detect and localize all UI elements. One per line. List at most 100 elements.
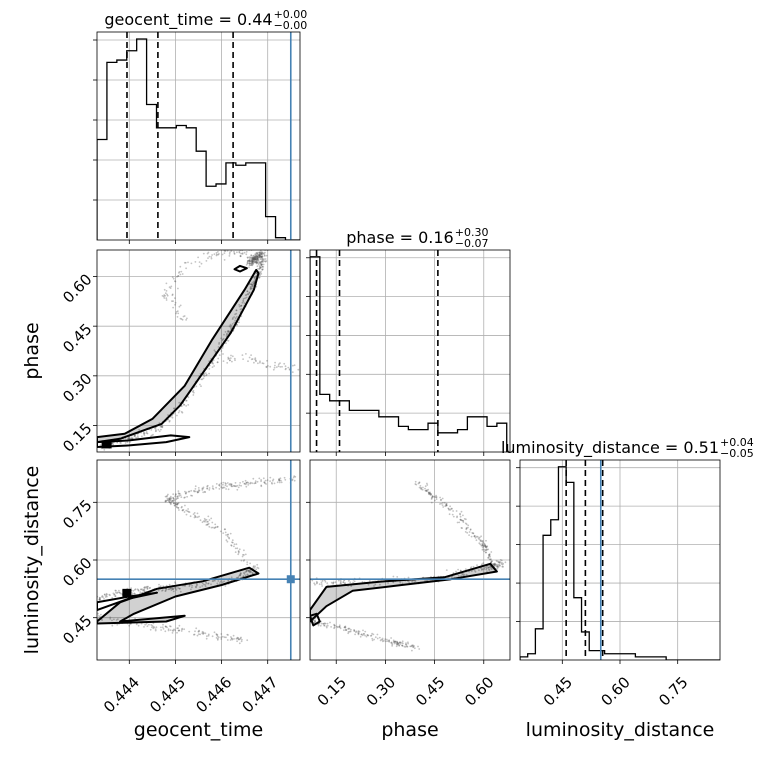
- sample-point-geocent_time-vs-luminosity_distance-band-33: [143, 588, 146, 591]
- sample-point-phase-vs-luminosity_distance-band-98: [472, 565, 475, 568]
- sample-point-geocent_time-vs-phase-top-11: [257, 251, 259, 254]
- sample-point-geocent_time-vs-luminosity_distance-lower-144: [135, 623, 138, 626]
- sample-point-geocent_time-vs-phase-top-71: [251, 261, 254, 264]
- sample-point-geocent_time-vs-phase-top-143: [248, 259, 250, 262]
- sample-point-geocent_time-vs-luminosity_distance-band-174: [174, 587, 177, 590]
- sample-point-geocent_time-vs-luminosity_distance-upper-142: [284, 478, 287, 481]
- sample-point-geocent_time-vs-luminosity_distance-lower-97: [211, 635, 214, 638]
- sample-point-geocent_time-vs-phase-ridge-112: [251, 284, 254, 287]
- sample-point-geocent_time-vs-luminosity_distance-upper-37: [260, 485, 263, 488]
- sample-point-geocent_time-vs-phase-loopL-104: [180, 270, 183, 273]
- sample-point-geocent_time-vs-phase-top-78: [248, 264, 251, 267]
- sample-point-phase-vs-luminosity_distance-upper-160: [435, 494, 437, 497]
- sample-point-geocent_time-vs-luminosity_distance-mid-82: [164, 500, 167, 503]
- sample-point-phase-vs-luminosity_distance-upper-118: [443, 501, 446, 504]
- sample-point-geocent_time-vs-luminosity_distance-upper-134: [238, 484, 241, 487]
- sample-point-geocent_time-vs-luminosity_distance-band-29: [252, 566, 255, 569]
- sample-point-geocent_time-vs-luminosity_distance-mid-39: [174, 502, 177, 504]
- sample-point-geocent_time-vs-luminosity_distance-band-50: [144, 587, 146, 589]
- sample-point-geocent_time-vs-luminosity_distance-upper-55: [202, 487, 204, 490]
- sample-point-geocent_time-vs-phase-ridge-274: [251, 281, 254, 284]
- sample-point-geocent_time-vs-phase-ridge-256: [243, 302, 246, 304]
- sample-point-geocent_time-vs-phase-top-20: [251, 260, 254, 263]
- sample-point-phase-vs-luminosity_distance-band-46: [342, 581, 345, 584]
- sample-point-geocent_time-vs-luminosity_distance-upper-53: [247, 484, 250, 486]
- sample-point-geocent_time-vs-luminosity_distance-upper-10: [228, 483, 231, 486]
- sample-point-geocent_time-vs-luminosity_distance-lower-91: [167, 629, 170, 632]
- sample-point-geocent_time-vs-luminosity_distance-band-205: [247, 570, 250, 572]
- sample-point-geocent_time-vs-phase-loopL-109: [181, 318, 184, 321]
- sample-point-phase-vs-luminosity_distance-upper-135: [452, 510, 454, 512]
- sample-point-geocent_time-vs-luminosity_distance-lower-117: [169, 625, 172, 628]
- sample-point-geocent_time-vs-phase-ridge-60: [251, 285, 254, 288]
- sample-point-geocent_time-vs-luminosity_distance-band-183: [95, 596, 97, 598]
- sample-point-geocent_time-vs-phase-top-62: [255, 258, 257, 261]
- sample-point-geocent_time-vs-phase-top-135: [261, 255, 263, 258]
- sample-point-geocent_time-vs-luminosity_distance-band-229: [248, 569, 251, 572]
- sample-point-geocent_time-vs-phase-top-44: [259, 256, 262, 259]
- sample-point-geocent_time-vs-luminosity_distance-band-230: [98, 598, 101, 601]
- sample-point-geocent_time-vs-luminosity_distance-band-157: [105, 594, 107, 597]
- sample-point-phase-vs-luminosity_distance-lower-159: [364, 630, 367, 633]
- sample-point-geocent_time-vs-luminosity_distance-band-21: [161, 589, 164, 591]
- sample-point-geocent_time-vs-luminosity_distance-band-82: [248, 570, 250, 573]
- sample-point-geocent_time-vs-phase-top-150: [250, 260, 253, 263]
- sample-point-geocent_time-vs-phase-ridge-135: [245, 293, 248, 296]
- sample-point-geocent_time-vs-phase-ridge-264: [150, 429, 153, 431]
- sample-point-geocent_time-vs-luminosity_distance-upper-35: [176, 497, 179, 500]
- sample-point-phase-vs-luminosity_distance-lower-138: [339, 627, 342, 630]
- sample-point-geocent_time-vs-phase-ridge-65: [263, 260, 266, 263]
- sample-point-geocent_time-vs-luminosity_distance-upper-31: [218, 483, 221, 486]
- sample-point-geocent_time-vs-phase-ridge-166: [231, 318, 234, 320]
- sample-point-geocent_time-vs-phase-top-159: [255, 255, 258, 258]
- sample-point-geocent_time-vs-phase-top-123: [256, 256, 259, 259]
- sample-point-phase-vs-luminosity_distance-lower-169: [344, 629, 347, 631]
- sample-point-geocent_time-vs-phase-loopL-34: [183, 261, 186, 264]
- sample-point-phase-vs-luminosity_distance-upper-94: [422, 486, 424, 489]
- sample-point-geocent_time-vs-phase-ridge-27: [259, 262, 262, 265]
- sample-point-phase-vs-luminosity_distance-band-37: [353, 580, 356, 583]
- sample-point-geocent_time-vs-phase-ridge-242: [119, 441, 121, 444]
- sample-point-geocent_time-vs-phase-ridge-418: [240, 304, 243, 307]
- sample-point-geocent_time-vs-phase-loopL-31: [186, 317, 188, 320]
- sample-point-geocent_time-vs-phase-ridge-389: [238, 304, 241, 306]
- sample-point-geocent_time-vs-phase-top-100: [256, 260, 259, 263]
- sample-point-phase-vs-luminosity_distance-lower-109: [407, 641, 409, 644]
- sample-point-geocent_time-vs-phase-top-35: [258, 256, 260, 259]
- sample-point-geocent_time-vs-phase-loopL-83: [239, 254, 242, 257]
- sample-point-phase-vs-luminosity_distance-upper-148: [479, 540, 482, 542]
- sample-point-phase-vs-luminosity_distance-lower-167: [386, 638, 388, 641]
- sample-point-geocent_time-vs-luminosity_distance-upper-118: [264, 482, 266, 485]
- sample-point-geocent_time-vs-luminosity_distance-lower-59: [241, 638, 243, 641]
- sample-point-geocent_time-vs-phase-ridge-73: [129, 441, 131, 444]
- sample-point-geocent_time-vs-luminosity_distance-lower-83: [233, 638, 235, 640]
- sample-point-geocent_time-vs-luminosity_distance-upper-146: [230, 483, 233, 485]
- sample-point-phase-vs-luminosity_distance-lower-153: [324, 622, 327, 625]
- sample-point-geocent_time-vs-luminosity_distance-band-187: [191, 584, 194, 587]
- sample-point-geocent_time-vs-luminosity_distance-lower-122: [178, 629, 180, 632]
- sample-point-geocent_time-vs-phase-ridge-180: [258, 267, 261, 270]
- sample-point-geocent_time-vs-phase-ridge-174: [226, 330, 229, 333]
- yaxis-label-phase: phase: [21, 322, 43, 379]
- sample-point-geocent_time-vs-luminosity_distance-mid-62: [188, 511, 191, 513]
- sample-point-geocent_time-vs-phase-top-170: [258, 255, 260, 258]
- sample-point-geocent_time-vs-luminosity_distance-mid-73: [206, 521, 208, 523]
- sample-point-geocent_time-vs-luminosity_distance-band-169: [243, 573, 246, 575]
- sample-point-phase-vs-luminosity_distance-lower-101: [401, 640, 404, 643]
- sample-point-geocent_time-vs-luminosity_distance-band-15: [116, 591, 119, 594]
- sample-point-geocent_time-vs-phase-ridge-8: [227, 330, 230, 333]
- sample-point-geocent_time-vs-luminosity_distance-mid-43: [168, 501, 171, 504]
- sample-point-geocent_time-vs-luminosity_distance-upper-83: [178, 495, 181, 497]
- sample-point-geocent_time-vs-phase-ridge-109: [155, 429, 157, 432]
- sample-point-phase-vs-luminosity_distance-lower-133: [371, 639, 374, 642]
- sample-point-geocent_time-vs-phase-ridge-307: [261, 259, 264, 262]
- sample-point-geocent_time-vs-phase-ridge-133: [258, 261, 261, 264]
- sample-point-geocent_time-vs-luminosity_distance-upper-148: [229, 482, 232, 485]
- sample-point-geocent_time-vs-luminosity_distance-upper-63: [260, 480, 262, 483]
- sample-point-phase-vs-luminosity_distance-band-45: [407, 576, 410, 579]
- sample-point-geocent_time-vs-phase-loopL-88: [171, 293, 174, 296]
- sample-point-geocent_time-vs-luminosity_distance-upper-57: [245, 481, 248, 484]
- sample-point-geocent_time-vs-luminosity_distance-mid-95: [204, 519, 207, 522]
- sample-point-phase-vs-luminosity_distance-upper-159: [488, 553, 491, 555]
- sample-point-geocent_time-vs-luminosity_distance-band-190: [134, 588, 137, 590]
